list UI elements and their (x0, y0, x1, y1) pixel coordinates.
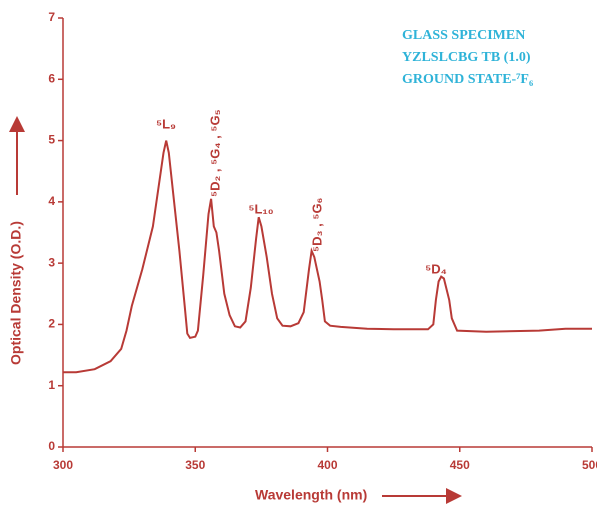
x-tick-label: 450 (450, 458, 470, 472)
x-axis-label: Wavelength (nm) (255, 487, 367, 503)
y-tick-label: 5 (48, 133, 55, 147)
peak-label: ⁵L₁₀ (248, 201, 273, 216)
y-tick-label: 1 (48, 378, 55, 392)
specimen-info: YZLSLCBG TB (1.0) (402, 50, 531, 65)
peak-label: ⁵L₉ (156, 116, 176, 131)
y-tick-label: 6 (48, 71, 55, 85)
specimen-info: GLASS SPECIMEN (402, 28, 525, 43)
y-tick-label: 4 (48, 194, 55, 208)
y-tick-label: 0 (48, 439, 55, 453)
x-tick-label: 500 (582, 458, 597, 472)
y-tick-label: 2 (48, 317, 55, 331)
y-axis-label: Optical Density (O.D.) (8, 221, 24, 365)
x-tick-label: 400 (317, 458, 337, 472)
spectrum-line (63, 140, 592, 374)
x-tick-label: 350 (185, 458, 205, 472)
x-tick-label: 300 (53, 458, 73, 472)
peak-label: ⁵D₂ , ⁵G₄ , ⁵G₅ (207, 109, 222, 197)
y-tick-label: 3 (48, 255, 55, 269)
y-tick-label: 7 (48, 10, 55, 24)
peak-label: ⁵D₄ (425, 261, 447, 276)
peak-label: ⁵D₃ , ⁵G₆ (309, 197, 324, 252)
specimen-info: GROUND STATE-⁷F₆ (402, 72, 533, 87)
